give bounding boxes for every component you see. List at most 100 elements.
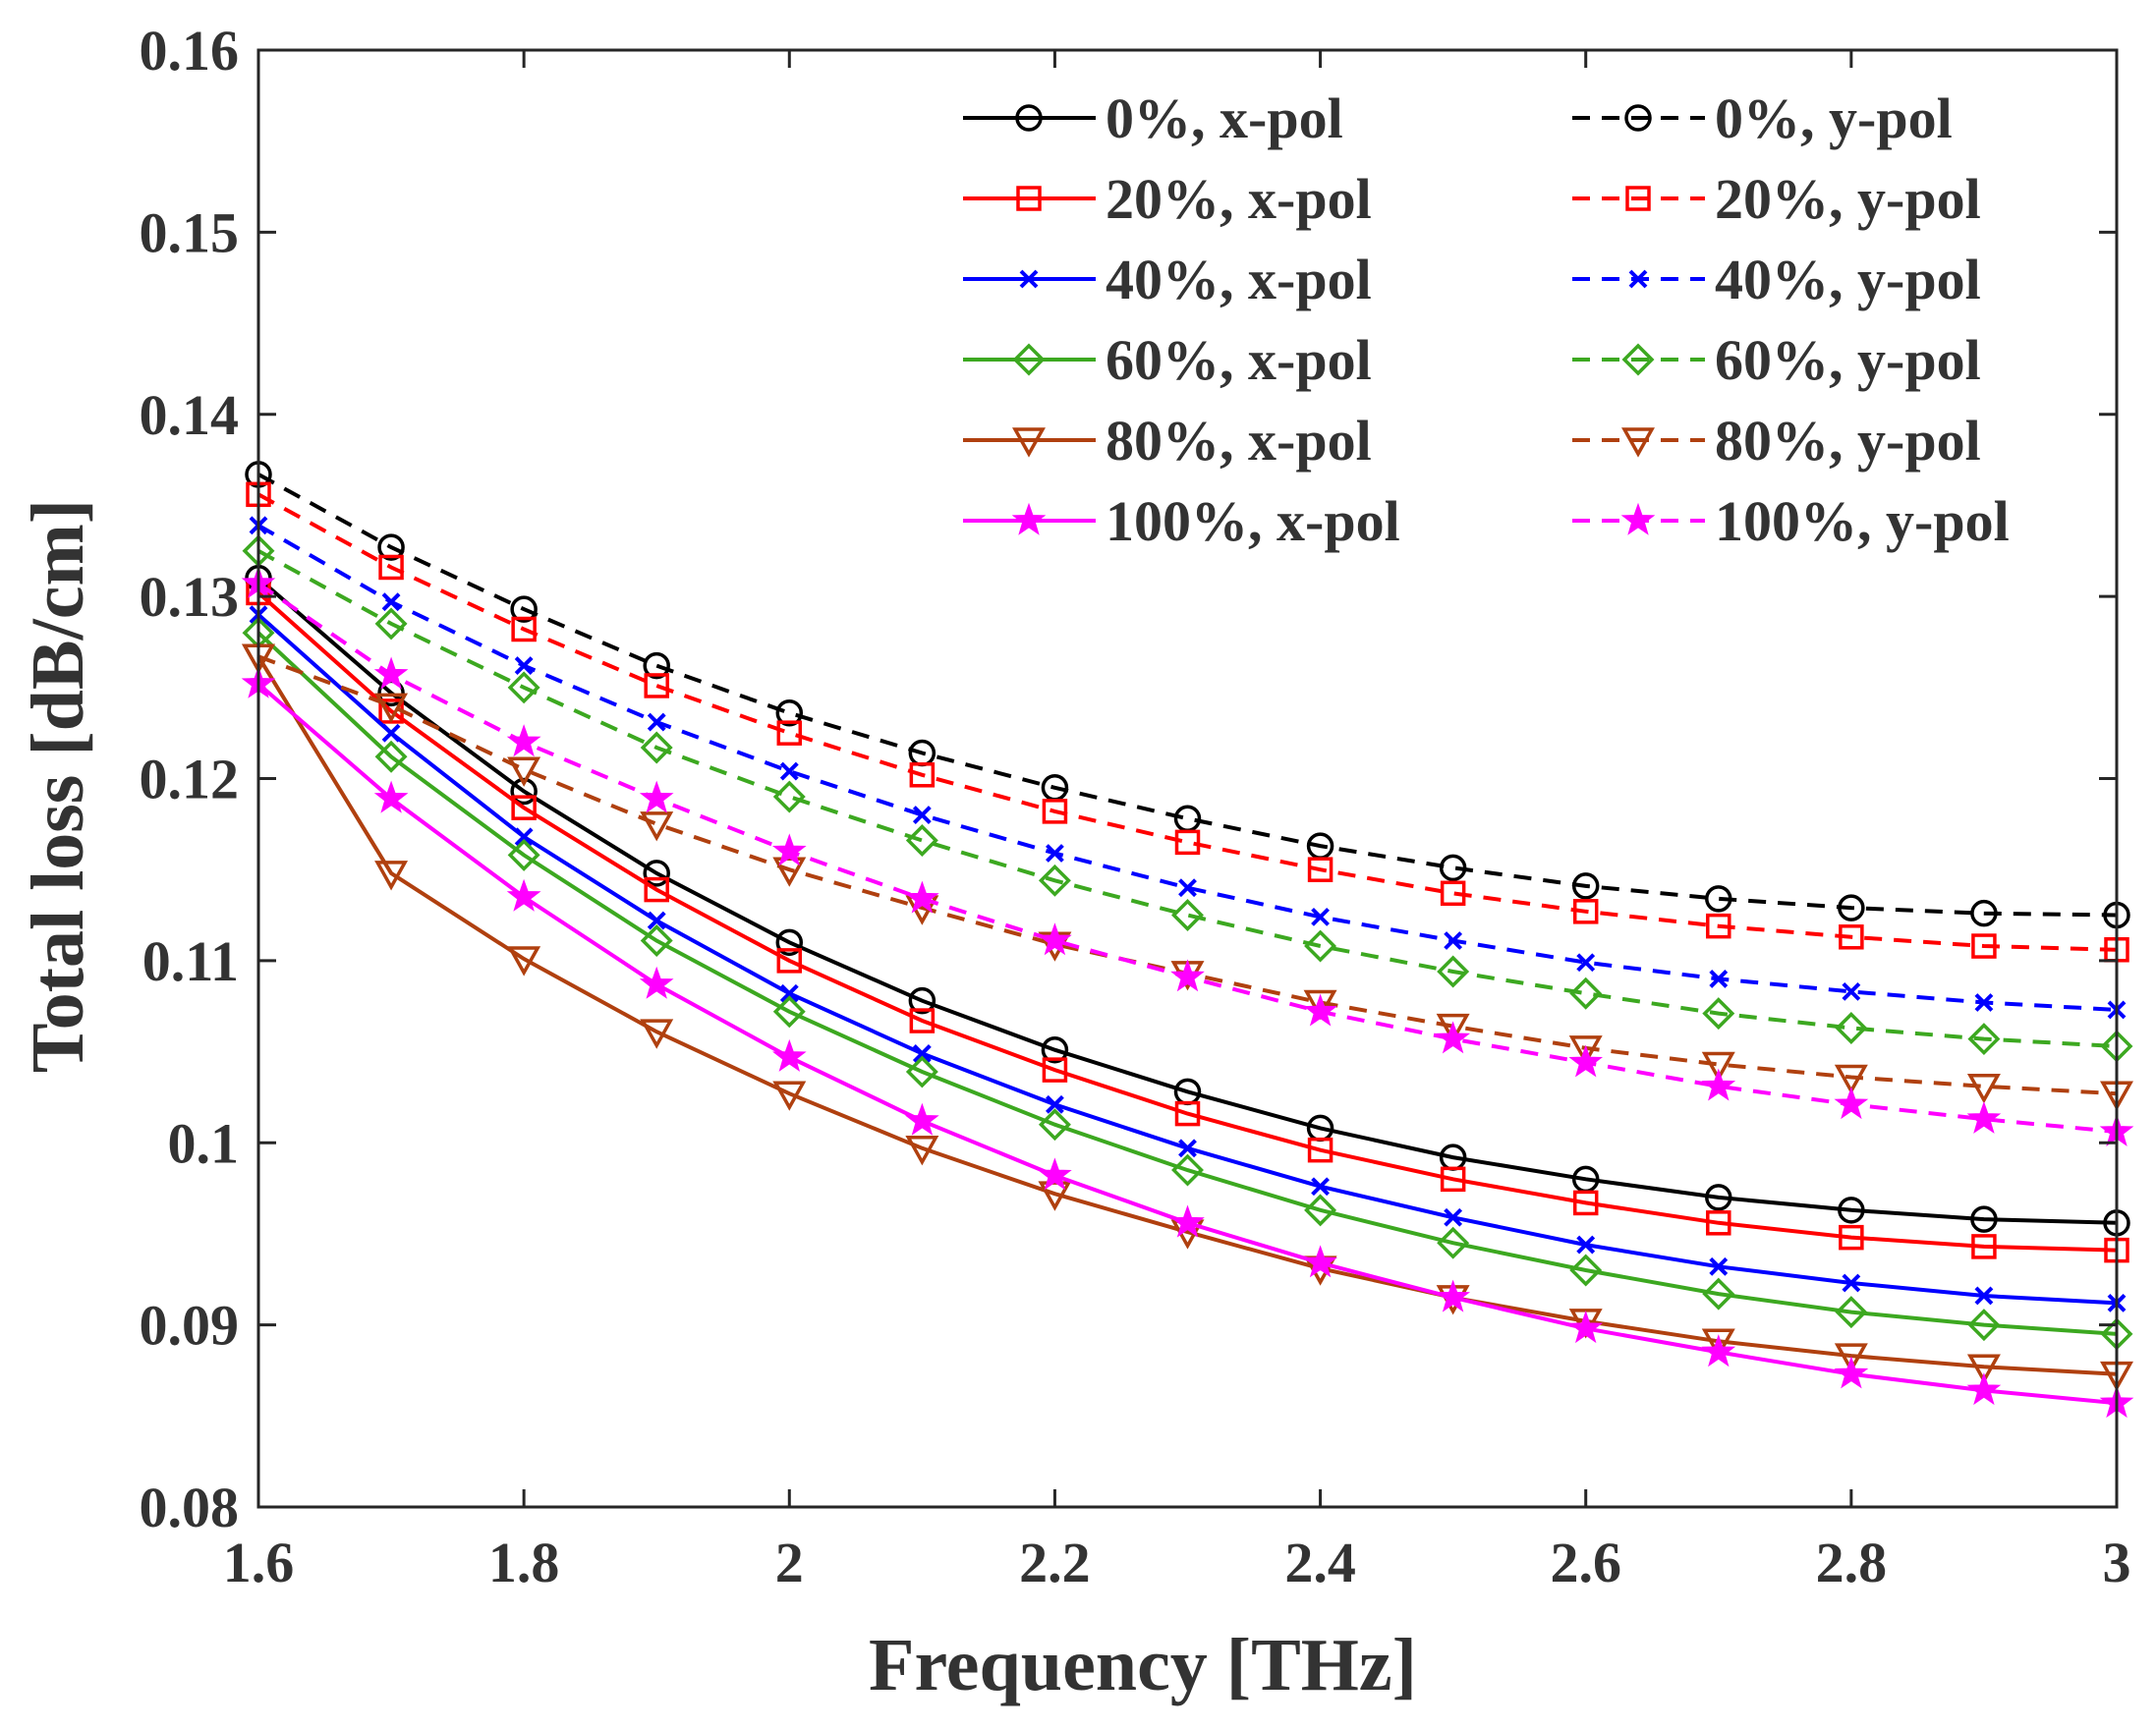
series-40pct-y-pol [249, 516, 2127, 1020]
data-point-100pct-y-pol-1 [373, 656, 409, 690]
data-point-100pct-x-pol-8 [1303, 1245, 1337, 1278]
data-point-100pct-y-pol-11 [1701, 1068, 1736, 1101]
legend-label-80pct-x-pol: 80%, x-pol [1106, 409, 1372, 473]
data-point-80pct-y-pol-13 [1966, 1074, 2001, 1104]
data-point-80pct-x-pol-2 [507, 946, 541, 977]
legend-label-40pct-y-pol: 40%, y-pol [1715, 248, 1981, 311]
data-point-60pct-y-pol-3 [640, 731, 673, 764]
data-point-60pct-y-pol-13 [1967, 1023, 2001, 1056]
data-point-80pct-y-pol-8 [1303, 989, 1337, 1021]
legend-marker-100pct-y-pol [1620, 502, 1656, 535]
series-100pct-x-pol [241, 665, 2134, 1419]
legend-label-20pct-x-pol: 20%, x-pol [1106, 167, 1372, 231]
data-point-40pct-y-pol-5 [912, 806, 932, 824]
data-point-20pct-x-pol-3 [644, 876, 669, 903]
data-point-20pct-x-pol-7 [1174, 1100, 1201, 1127]
x-axis-label: Frequency [THz] [869, 1624, 1417, 1706]
series-line-0pct-x-pol [256, 577, 2118, 1225]
legend-marker-60pct-y-pol [1621, 343, 1655, 376]
data-point-40pct-x-pol-1 [381, 723, 401, 743]
data-point-100pct-y-pol-7 [1170, 959, 1205, 992]
data-point-100pct-y-pol-10 [1568, 1044, 1604, 1078]
data-point-60pct-x-pol-10 [1569, 1254, 1603, 1287]
data-point-80pct-x-pol-5 [905, 1136, 939, 1166]
x-tick-label: 2.8 [1816, 1531, 1888, 1594]
data-point-20pct-y-pol-9 [1440, 880, 1466, 907]
data-point-0pct-x-pol-11 [1705, 1184, 1732, 1211]
data-point-80pct-x-pol-1 [374, 861, 409, 891]
series-line-60pct-y-pol [257, 549, 2118, 1048]
legend: 0%, x-pol 0%, y-pol 20%, x-pol 20%, y-pol 40… [963, 86, 2010, 553]
data-point-20pct-y-pol-3 [644, 673, 669, 698]
series-line-60pct-x-pol [256, 631, 2118, 1336]
data-point-80pct-y-pol-1 [374, 693, 409, 723]
data-point-20pct-x-pol-4 [776, 948, 803, 974]
data-point-80pct-y-pol-3 [640, 811, 674, 842]
data-point-80pct-x-pol-12 [1834, 1343, 1868, 1373]
legend-marker-0pct-y-pol [1624, 104, 1652, 132]
data-point-20pct-y-pol-8 [1307, 857, 1333, 882]
data-point-60pct-x-pol-9 [1437, 1226, 1470, 1259]
legend-marker-20pct-x-pol [1016, 186, 1042, 211]
data-point-60pct-x-pol-11 [1702, 1277, 1735, 1311]
x-tick-label: 2.6 [1550, 1531, 1621, 1594]
data-point-40pct-x-pol-7 [1178, 1139, 1197, 1158]
data-point-100pct-y-pol-6 [1038, 922, 1072, 956]
data-point-60pct-y-pol-4 [772, 780, 806, 813]
data-point-40pct-x-pol-4 [779, 983, 799, 1003]
data-point-100pct-x-pol-13 [1966, 1372, 2002, 1406]
legend-marker-60pct-x-pol [1012, 343, 1046, 376]
series-line-80pct-x-pol [256, 655, 2118, 1376]
legend-label-0pct-x-pol: 0%, x-pol [1106, 86, 1343, 150]
series-line-20pct-x-pol [256, 590, 2118, 1253]
data-point-60pct-x-pol-1 [374, 740, 408, 773]
data-point-60pct-x-pol-7 [1171, 1153, 1204, 1187]
data-point-0pct-y-pol-4 [775, 699, 804, 727]
legend-marker-80pct-y-pol [1621, 427, 1655, 458]
data-point-80pct-x-pol-13 [1966, 1354, 2001, 1384]
data-point-20pct-x-pol-2 [511, 795, 537, 820]
legend-entry-60pct-x-pol: 60%, x-pol [963, 328, 1372, 392]
data-point-40pct-y-pol-4 [779, 761, 799, 781]
series-0pct-y-pol [245, 461, 2130, 929]
data-point-100pct-y-pol-13 [1966, 1100, 2002, 1134]
data-point-40pct-y-pol-11 [1709, 969, 1729, 988]
data-point-40pct-y-pol-9 [1444, 931, 1463, 950]
x-tick-label: 1.6 [223, 1531, 295, 1594]
legend-entry-0pct-y-pol: 0%, y-pol [1572, 86, 1953, 150]
data-point-20pct-y-pol-7 [1174, 829, 1201, 856]
legend-marker-0pct-x-pol [1015, 104, 1043, 132]
legend-marker-80pct-x-pol [1012, 427, 1046, 458]
data-point-40pct-y-pol-7 [1178, 878, 1197, 898]
data-point-80pct-x-pol-4 [772, 1081, 807, 1111]
data-point-80pct-x-pol-10 [1568, 1309, 1603, 1339]
data-point-80pct-x-pol-6 [1038, 1181, 1072, 1211]
series-40pct-x-pol [249, 605, 2127, 1312]
data-point-0pct-x-pol-6 [1041, 1035, 1069, 1064]
legend-entry-100pct-x-pol: 100%, x-pol [963, 489, 1400, 553]
data-point-80pct-x-pol-11 [1701, 1328, 1735, 1359]
data-point-80pct-y-pol-11 [1701, 1051, 1735, 1083]
legend-label-100pct-y-pol: 100%, y-pol [1715, 489, 2010, 553]
data-point-20pct-x-pol-13 [1971, 1234, 1997, 1259]
data-point-0pct-x-pol-3 [643, 860, 670, 887]
data-point-60pct-x-pol-6 [1038, 1108, 1071, 1142]
y-tick-label: 0.09 [140, 1294, 240, 1358]
data-point-20pct-y-pol-13 [1971, 933, 1997, 959]
data-point-60pct-y-pol-5 [905, 824, 938, 858]
data-point-20pct-x-pol-12 [1839, 1224, 1864, 1251]
y-tick-label: 0.14 [140, 383, 240, 447]
data-point-60pct-x-pol-4 [772, 995, 806, 1029]
x-tick-label: 2.2 [1019, 1531, 1091, 1594]
data-point-0pct-x-pol-2 [510, 777, 538, 806]
data-point-100pct-y-pol-9 [1436, 1021, 1471, 1054]
data-point-40pct-x-pol-3 [647, 911, 666, 930]
data-point-20pct-y-pol-5 [909, 762, 936, 788]
data-point-100pct-y-pol-3 [639, 780, 674, 813]
y-tick-label: 0.13 [140, 565, 240, 629]
y-tick-label: 0.16 [140, 19, 240, 83]
legend-label-80pct-y-pol: 80%, y-pol [1715, 409, 1981, 473]
data-point-60pct-y-pol-7 [1171, 899, 1204, 932]
